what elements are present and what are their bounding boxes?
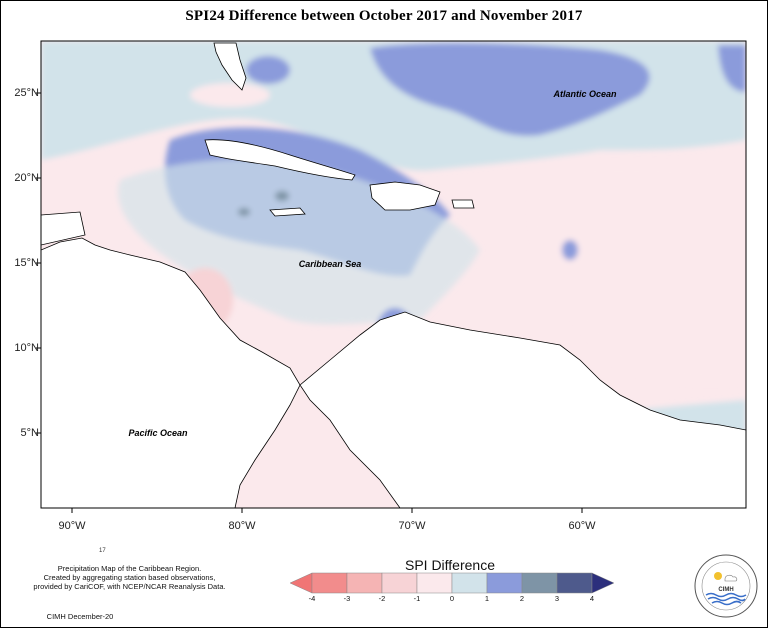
lat-label-20n: 20°N [14,172,39,184]
legend-tick: -3 [343,594,351,603]
legend-bin-6 [486,572,523,594]
legend-tick: 4 [589,594,595,603]
lat-label-5n: 5°N [20,427,39,439]
credit-line-2: Created by aggregating station based obs… [43,573,216,582]
legend-bin-2 [346,572,383,594]
legend-bin-3 [381,572,418,594]
lon-label-60w: 60°W [568,520,596,532]
credit-line-3: provided by CariCOF, with NCEP/NCAR Rean… [33,582,226,591]
legend-bin-5 [451,572,488,594]
legend-tick: 3 [554,594,560,603]
cimh-logo: CIMH [694,554,758,618]
logo-text: CIMH [718,587,733,593]
legend-arrow-low [289,572,313,594]
legend-tick: 0 [449,594,455,603]
lon-label-80w: 80°W [228,520,256,532]
map-title: SPI24 Difference between October 2017 an… [185,8,583,24]
legend-bin-4 [416,572,453,594]
wave-icon [705,592,747,598]
legend-bin-8 [556,572,593,594]
legend-bin-1 [311,572,348,594]
small-number: 17 [99,548,106,554]
label-pacific-ocean: Pacific Ocean [128,428,188,438]
legend-tick: -2 [378,594,386,603]
legend-tick: 2 [519,594,525,603]
legend-bin-7 [521,572,558,594]
legend-title: SPI Difference [404,557,495,573]
lon-label-70w: 70°W [398,520,426,532]
legend-tick: -4 [308,594,316,603]
legend-arrow-high [591,572,615,594]
sun-icon [714,572,722,580]
label-atlantic-ocean: Atlantic Ocean [552,89,617,99]
lat-label-25n: 25°N [14,87,39,99]
legend-colorbar [289,572,615,594]
lat-label-10n: 10°N [14,342,39,354]
axis-ticks [36,92,583,513]
legend-tick: -1 [413,594,421,603]
legend-tick: 1 [484,594,490,603]
map-border [40,40,747,509]
credit-line-1: Precipitation Map of the Caribbean Regio… [57,564,202,573]
lat-label-15n: 15°N [14,257,39,269]
label-caribbean-sea: Caribbean Sea [299,259,362,269]
lon-label-90w: 90°W [58,520,86,532]
land-masses [41,42,746,508]
cloud-icon [724,574,738,582]
credit-date: CIMH December-20 [46,612,114,621]
